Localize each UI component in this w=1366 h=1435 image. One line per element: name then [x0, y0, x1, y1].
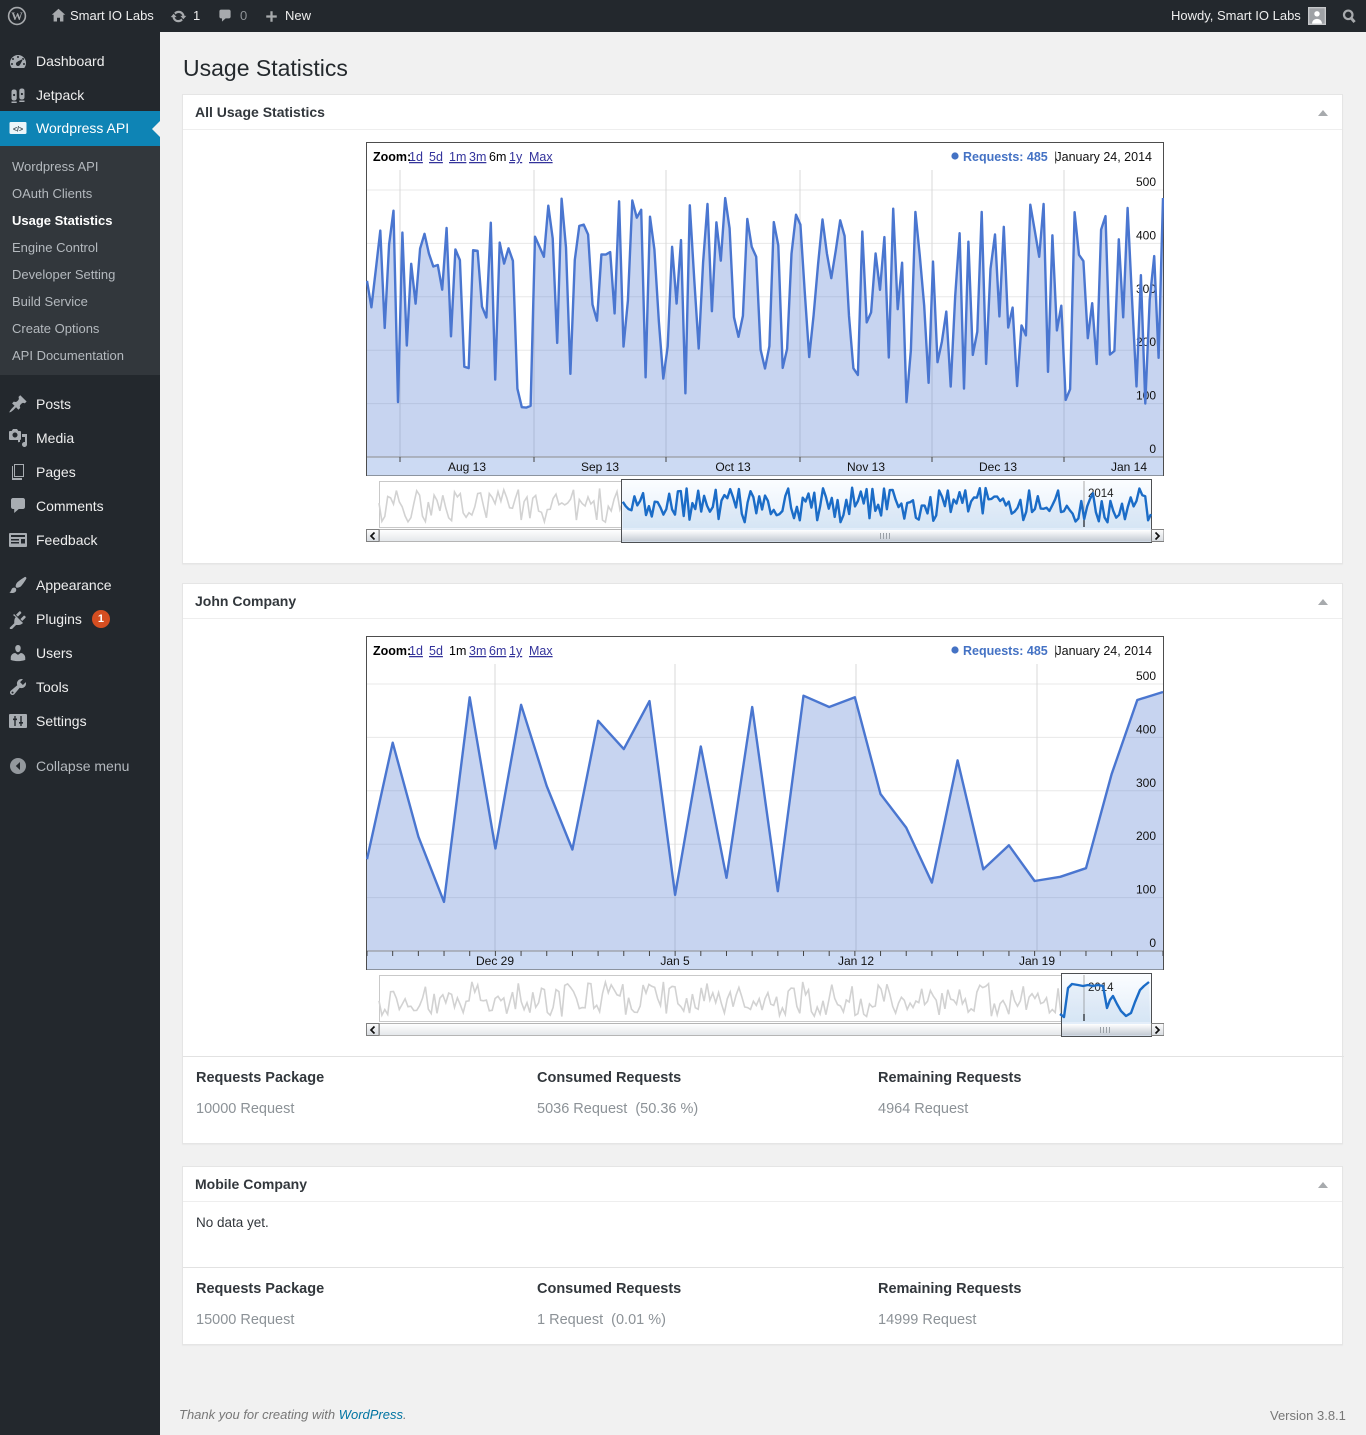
svg-text:200: 200 — [1136, 335, 1156, 349]
svg-text:0: 0 — [1149, 936, 1156, 950]
svg-text:6m: 6m — [489, 644, 506, 658]
svg-text:1m: 1m — [449, 644, 466, 658]
svg-text:Aug 13: Aug 13 — [448, 460, 486, 474]
svg-text:100: 100 — [1136, 883, 1156, 897]
svg-text:Requests: 485: Requests: 485 — [963, 644, 1048, 658]
svg-text:1m: 1m — [449, 150, 466, 164]
svg-text:Max: Max — [529, 644, 553, 658]
svg-text:Jan 12: Jan 12 — [838, 954, 874, 968]
svg-text:|: | — [1054, 150, 1057, 164]
svg-text:5d: 5d — [429, 644, 443, 658]
svg-text:Jan 19: Jan 19 — [1019, 954, 1055, 968]
svg-text:1y: 1y — [509, 150, 523, 164]
svg-text:400: 400 — [1136, 228, 1156, 242]
svg-text:400: 400 — [1136, 722, 1156, 736]
svg-text:1y: 1y — [509, 644, 523, 658]
svg-text:Dec 29: Dec 29 — [476, 954, 514, 968]
svg-text:Jan 5: Jan 5 — [660, 954, 690, 968]
svg-text:January 24, 2014: January 24, 2014 — [1055, 644, 1152, 658]
svg-text:Oct 13: Oct 13 — [715, 460, 751, 474]
svg-text:Dec 13: Dec 13 — [979, 460, 1017, 474]
svg-text:5d: 5d — [429, 150, 443, 164]
svg-text:300: 300 — [1136, 776, 1156, 790]
svg-text:Jan 14: Jan 14 — [1111, 460, 1147, 474]
svg-text:200: 200 — [1136, 829, 1156, 843]
svg-text:0: 0 — [1149, 442, 1156, 456]
svg-text:W: W — [11, 11, 23, 23]
svg-text:</>: </> — [13, 127, 23, 134]
svg-text:Zoom:: Zoom: — [373, 150, 411, 164]
svg-text:1d: 1d — [409, 644, 423, 658]
svg-text:3m: 3m — [469, 150, 486, 164]
svg-text:January 24, 2014: January 24, 2014 — [1055, 150, 1152, 164]
svg-text:1d: 1d — [409, 150, 423, 164]
svg-text:Zoom:: Zoom: — [373, 644, 411, 658]
svg-text:6m: 6m — [489, 150, 506, 164]
svg-text:500: 500 — [1136, 669, 1156, 683]
svg-text:500: 500 — [1136, 175, 1156, 189]
svg-text:Max: Max — [529, 150, 553, 164]
svg-text:|: | — [1054, 644, 1057, 658]
svg-text:3m: 3m — [469, 644, 486, 658]
svg-text:Sep 13: Sep 13 — [581, 460, 619, 474]
svg-text:Requests: 485: Requests: 485 — [963, 150, 1048, 164]
svg-text:Nov 13: Nov 13 — [847, 460, 885, 474]
